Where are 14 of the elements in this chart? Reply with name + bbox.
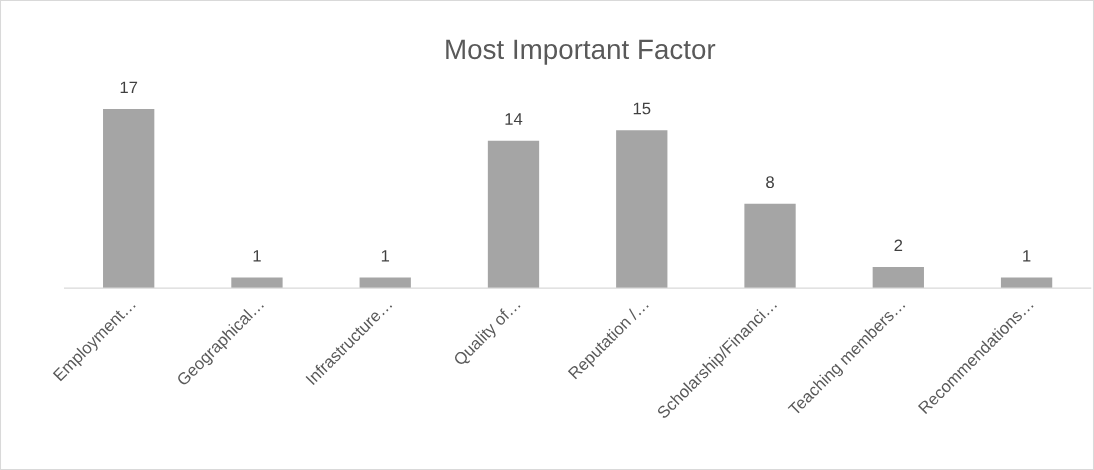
data-label: 1 (253, 250, 261, 262)
data-label: 1 (1023, 250, 1031, 262)
data-label: 17 (120, 81, 138, 94)
data-label: 2 (894, 239, 903, 252)
bar (616, 130, 668, 289)
bar (744, 203, 796, 289)
bar (872, 267, 924, 289)
data-label: 8 (766, 176, 774, 189)
data-label: 14 (505, 113, 523, 125)
data-label: 15 (633, 102, 651, 115)
data-label: 1 (381, 250, 390, 262)
bar (487, 140, 540, 289)
bar (103, 109, 155, 289)
chart-title: Most Important Factor (446, 39, 716, 65)
